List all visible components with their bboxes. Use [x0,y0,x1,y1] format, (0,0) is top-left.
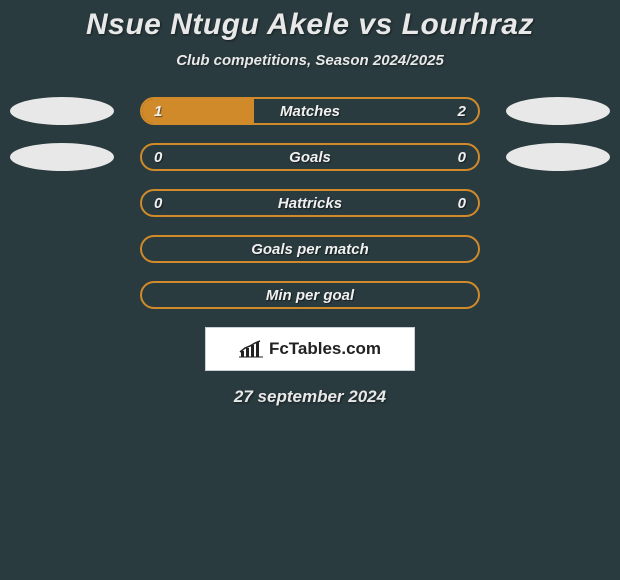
stat-row: 1Matches2 [0,97,620,125]
bar-chart-icon [239,340,263,358]
stat-right-value: 2 [458,99,466,123]
stat-bar: Min per goal [140,281,480,309]
stat-row: 0Goals0 [0,143,620,171]
stat-rows: 1Matches20Goals00Hattricks0Goals per mat… [0,97,620,309]
player-left-avatar [10,143,114,171]
comparison-panel: Nsue Ntugu Akele vs Lourhraz Club compet… [0,0,620,407]
stat-right-value: 0 [458,191,466,215]
logo-box[interactable]: FcTables.com [205,327,415,371]
logo-inner: FcTables.com [239,339,381,359]
stat-label: Goals per match [142,237,478,261]
stat-bar: Goals per match [140,235,480,263]
stat-label: Min per goal [142,283,478,307]
stat-row: 0Hattricks0 [0,189,620,217]
stat-row: Min per goal [0,281,620,309]
stat-label: Matches [142,99,478,123]
stat-right-value: 0 [458,145,466,169]
stat-label: Hattricks [142,191,478,215]
stat-bar: 0Hattricks0 [140,189,480,217]
player-right-avatar [506,143,610,171]
logo-text: FcTables.com [269,339,381,359]
player-right-avatar [506,97,610,125]
subtitle: Club competitions, Season 2024/2025 [0,52,620,69]
stat-bar: 1Matches2 [140,97,480,125]
player-left-avatar [10,97,114,125]
date-label: 27 september 2024 [0,387,620,407]
stat-row: Goals per match [0,235,620,263]
stat-bar: 0Goals0 [140,143,480,171]
stat-label: Goals [142,145,478,169]
page-title: Nsue Ntugu Akele vs Lourhraz [0,8,620,42]
